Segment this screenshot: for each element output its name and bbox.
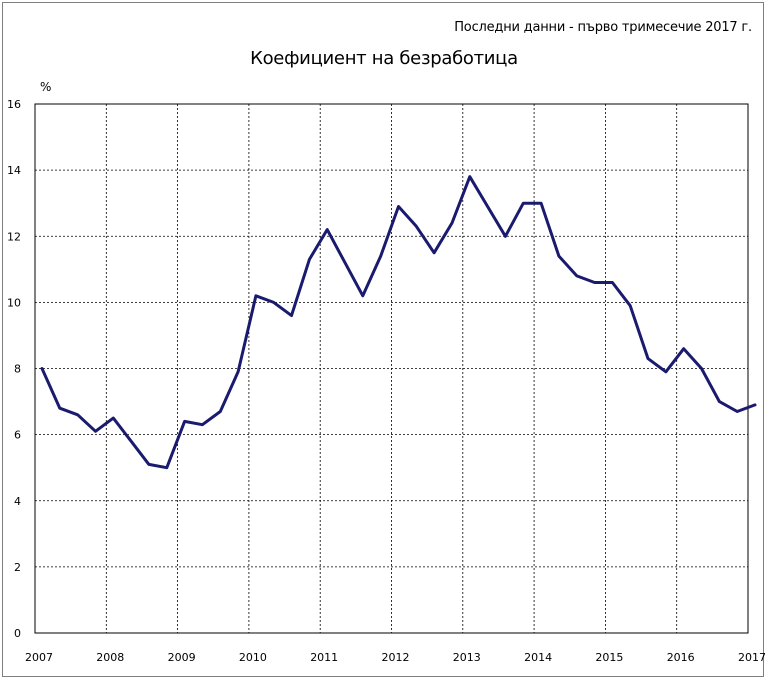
y-tick-label: 0 (14, 627, 21, 640)
y-axis-unit: % (40, 80, 52, 94)
x-tick-label: 2013 (453, 651, 481, 664)
y-tick-label: 12 (7, 230, 21, 243)
x-tick-label: 2015 (595, 651, 623, 664)
x-tick-label: 2012 (382, 651, 410, 664)
x-tick-label: 2011 (310, 651, 338, 664)
x-tick-label: 2014 (524, 651, 552, 664)
y-tick-label: 8 (14, 363, 21, 376)
y-tick-label: 10 (7, 296, 21, 309)
data-note: Последни данни - първо тримесечие 2017 г… (454, 20, 752, 35)
x-tick-label: 2017 (738, 651, 766, 664)
x-tick-label: 2010 (239, 651, 267, 664)
y-tick-label: 16 (7, 98, 21, 111)
y-tick-label: 2 (14, 561, 21, 574)
chart-title: Коефициент на безработица (250, 48, 518, 69)
x-tick-label: 2007 (25, 651, 53, 664)
x-tick-label: 2009 (168, 651, 196, 664)
x-tick-label: 2008 (96, 651, 124, 664)
y-tick-label: 4 (14, 495, 21, 508)
plot-area-border (34, 103, 749, 634)
series-line-unemployment-rate (40, 175, 757, 470)
y-tick-label: 14 (7, 164, 21, 177)
y-tick-label: 6 (14, 429, 21, 442)
x-tick-label: 2016 (667, 651, 695, 664)
